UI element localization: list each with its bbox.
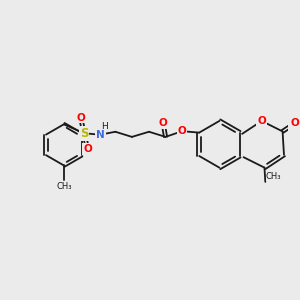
Text: O: O (291, 118, 299, 128)
Text: N: N (96, 130, 105, 140)
Text: S: S (80, 127, 88, 140)
Text: O: O (83, 144, 92, 154)
Text: O: O (159, 118, 167, 128)
Text: CH₃: CH₃ (266, 172, 281, 181)
Text: H: H (101, 122, 108, 131)
Text: O: O (178, 126, 187, 136)
Text: O: O (257, 116, 266, 126)
Text: O: O (76, 112, 85, 122)
Text: CH₃: CH₃ (56, 182, 71, 191)
